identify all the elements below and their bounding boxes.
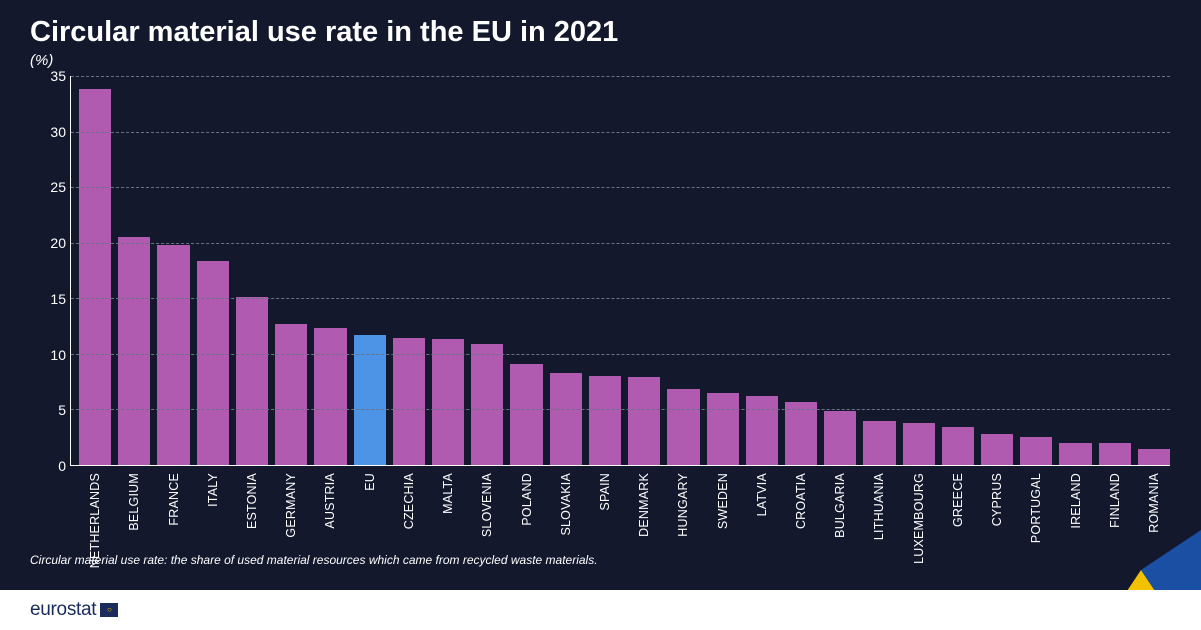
y-tick-label: 15 (30, 291, 66, 307)
y-tick-label: 20 (30, 235, 66, 251)
y-tick-label: 30 (30, 124, 66, 140)
bar-label: BELGIUM (127, 473, 141, 531)
bar-label: ROMANIA (1147, 473, 1161, 533)
bar-cyprus: CYPRUS (981, 434, 1013, 465)
gridline (71, 409, 1170, 410)
bar-label: ESTONIA (245, 473, 259, 529)
bar-label: FRANCE (167, 473, 181, 526)
plot-area: NETHERLANDSBELGIUMFRANCEITALYESTONIAGERM… (70, 76, 1170, 466)
bar-luxembourg: LUXEMBOURG (903, 423, 935, 465)
chart-title: Circular material use rate in the EU in … (30, 16, 618, 49)
gridline (71, 298, 1170, 299)
bar-label: POLAND (520, 473, 534, 526)
bar-label: CYPRUS (990, 473, 1004, 526)
bar-lithuania: LITHUANIA (863, 421, 895, 465)
bar-latvia: LATVIA (746, 396, 778, 465)
bar-label: CZECHIA (402, 473, 416, 529)
bar-croatia: CROATIA (785, 402, 817, 465)
eurostat-logo: eurostat ○ (30, 599, 118, 621)
bar-label: AUSTRIA (323, 473, 337, 529)
bar-label: EU (363, 473, 377, 491)
bar-finland: FINLAND (1099, 443, 1131, 465)
bar-france: FRANCE (157, 245, 189, 465)
bar-greece: GREECE (942, 427, 974, 465)
gridline (71, 354, 1170, 355)
bar-label: LATVIA (755, 473, 769, 516)
bar-label: SWEDEN (716, 473, 730, 529)
bar-sweden: SWEDEN (707, 393, 739, 465)
brand-text: eurostat (30, 599, 96, 621)
bars-container: NETHERLANDSBELGIUMFRANCEITALYESTONIAGERM… (79, 76, 1170, 465)
bar-belgium: BELGIUM (118, 237, 150, 465)
bar-germany: GERMANY (275, 324, 307, 465)
chart-unit: (%) (30, 52, 53, 69)
gridline (71, 187, 1170, 188)
bar-austria: AUSTRIA (314, 328, 346, 465)
bar-label: SPAIN (598, 473, 612, 511)
bar-czechia: CZECHIA (393, 338, 425, 465)
bar-slovakia: SLOVAKIA (550, 373, 582, 465)
bar-estonia: ESTONIA (236, 297, 268, 465)
bar-label: MALTA (441, 473, 455, 514)
bar-spain: SPAIN (589, 376, 621, 465)
bar-label: SLOVENIA (480, 473, 494, 537)
bar-label: ITALY (206, 473, 220, 507)
bar-label: IRELAND (1069, 473, 1083, 529)
gridline (71, 132, 1170, 133)
bar-italy: ITALY (197, 261, 229, 466)
footer: eurostat ○ (0, 590, 1201, 630)
bar-poland: POLAND (510, 364, 542, 465)
bar-label: DENMARK (637, 473, 651, 537)
bar-ireland: IRELAND (1059, 443, 1091, 465)
y-tick-label: 10 (30, 347, 66, 363)
bar-label: GREECE (951, 473, 965, 527)
gridline (71, 76, 1170, 77)
bar-label: HUNGARY (676, 473, 690, 537)
y-tick-label: 25 (30, 179, 66, 195)
bar-label: LITHUANIA (872, 473, 886, 540)
gridline (71, 243, 1170, 244)
bar-bulgaria: BULGARIA (824, 411, 856, 465)
bar-portugal: PORTUGAL (1020, 437, 1052, 465)
eu-flag-icon: ○ (100, 603, 118, 617)
bar-label: SLOVAKIA (559, 473, 573, 536)
bar-hungary: HUNGARY (667, 389, 699, 465)
bar-denmark: DENMARK (628, 377, 660, 465)
bar-label: BULGARIA (833, 473, 847, 538)
y-tick-label: 5 (30, 402, 66, 418)
y-tick-label: 0 (30, 458, 66, 474)
bar-label: CROATIA (794, 473, 808, 529)
bar-slovenia: SLOVENIA (471, 344, 503, 465)
bar-label: GERMANY (284, 473, 298, 538)
bar-malta: MALTA (432, 339, 464, 465)
bar-label: FINLAND (1108, 473, 1122, 528)
footnote: Circular material use rate: the share of… (30, 553, 598, 567)
y-tick-label: 35 (30, 68, 66, 84)
bar-label: LUXEMBOURG (912, 473, 926, 564)
bar-romania: ROMANIA (1138, 449, 1170, 465)
bar-chart: 05101520253035 NETHERLANDSBELGIUMFRANCEI… (30, 76, 1170, 546)
